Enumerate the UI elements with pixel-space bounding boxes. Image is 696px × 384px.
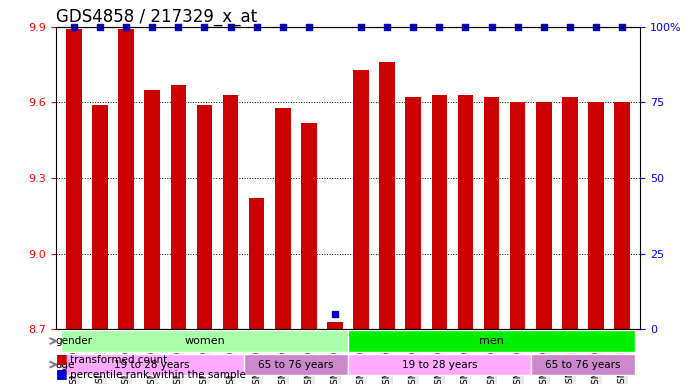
Point	[199, 24, 210, 30]
FancyBboxPatch shape	[61, 354, 244, 375]
Bar	[171, 85, 187, 329]
Bar	[379, 62, 395, 329]
Point	[434, 24, 445, 30]
Point	[538, 24, 549, 30]
Point	[460, 24, 471, 30]
FancyBboxPatch shape	[244, 354, 348, 375]
Bar	[197, 105, 212, 329]
Bar	[562, 98, 578, 329]
Bar	[432, 95, 447, 329]
Point	[329, 311, 340, 317]
Text: women: women	[184, 336, 225, 346]
Bar	[509, 103, 525, 329]
Bar	[249, 198, 264, 329]
Bar	[145, 90, 160, 329]
FancyBboxPatch shape	[61, 331, 348, 352]
Text: men: men	[479, 336, 504, 346]
Bar	[588, 103, 604, 329]
Point	[512, 24, 523, 30]
Point	[564, 24, 576, 30]
FancyBboxPatch shape	[348, 331, 635, 352]
Point	[381, 24, 393, 30]
FancyBboxPatch shape	[531, 354, 635, 375]
Bar	[275, 108, 291, 329]
Bar	[301, 122, 317, 329]
Text: gender: gender	[56, 336, 93, 346]
Point	[356, 24, 367, 30]
Text: percentile rank within the sample: percentile rank within the sample	[70, 370, 246, 380]
Point	[617, 24, 628, 30]
Point	[147, 24, 158, 30]
Text: 65 to 76 years: 65 to 76 years	[258, 359, 333, 369]
Point	[408, 24, 419, 30]
Bar	[484, 98, 500, 329]
Point	[68, 24, 79, 30]
Bar	[66, 30, 82, 329]
Point	[95, 24, 106, 30]
Text: age: age	[56, 359, 75, 369]
Point	[251, 24, 262, 30]
FancyBboxPatch shape	[348, 354, 531, 375]
Text: 19 to 28 years: 19 to 28 years	[115, 359, 190, 369]
Point	[225, 24, 236, 30]
Point	[173, 24, 184, 30]
Bar	[223, 95, 238, 329]
Bar	[458, 95, 473, 329]
Bar	[615, 103, 630, 329]
Point	[277, 24, 288, 30]
Text: ■: ■	[56, 367, 68, 380]
Point	[120, 24, 132, 30]
Bar	[92, 105, 108, 329]
Text: transformed count: transformed count	[70, 355, 167, 365]
Bar	[118, 30, 134, 329]
Point	[303, 24, 315, 30]
Bar	[536, 103, 552, 329]
Point	[486, 24, 497, 30]
Bar	[327, 322, 342, 329]
Text: 19 to 28 years: 19 to 28 years	[402, 359, 477, 369]
Text: ■: ■	[56, 352, 68, 365]
Bar	[354, 70, 369, 329]
Point	[590, 24, 601, 30]
Bar	[405, 98, 421, 329]
Text: 65 to 76 years: 65 to 76 years	[545, 359, 621, 369]
Text: GDS4858 / 217329_x_at: GDS4858 / 217329_x_at	[56, 8, 257, 26]
